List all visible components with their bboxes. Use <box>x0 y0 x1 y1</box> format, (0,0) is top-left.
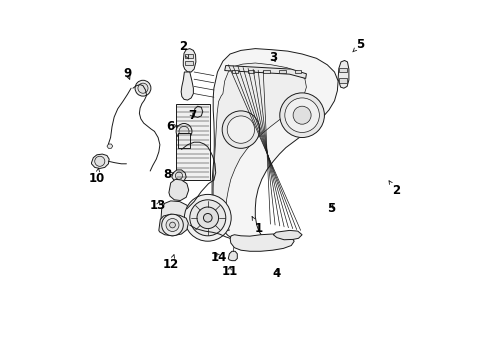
Polygon shape <box>212 49 337 242</box>
Polygon shape <box>273 230 302 240</box>
Bar <box>279 70 285 73</box>
Bar <box>339 68 346 72</box>
Circle shape <box>222 111 259 148</box>
Circle shape <box>292 106 310 124</box>
Text: 12: 12 <box>162 255 179 271</box>
Text: 1: 1 <box>251 217 263 235</box>
Text: 13: 13 <box>150 199 166 212</box>
Polygon shape <box>168 179 188 201</box>
Circle shape <box>189 200 225 236</box>
Text: 8: 8 <box>163 168 174 181</box>
Text: 5: 5 <box>352 39 363 52</box>
Circle shape <box>138 83 148 93</box>
Bar <box>176 104 210 180</box>
Text: 4: 4 <box>272 267 281 280</box>
Text: 2: 2 <box>179 40 188 59</box>
Polygon shape <box>228 251 237 261</box>
Text: 14: 14 <box>211 251 227 264</box>
Circle shape <box>166 219 179 231</box>
Circle shape <box>227 116 254 143</box>
Text: 11: 11 <box>221 265 237 278</box>
Circle shape <box>284 98 319 132</box>
Polygon shape <box>107 144 113 148</box>
Text: 7: 7 <box>188 109 196 122</box>
Polygon shape <box>183 49 196 72</box>
Bar <box>185 54 193 58</box>
Text: 10: 10 <box>89 168 105 185</box>
Polygon shape <box>161 201 189 226</box>
Bar <box>177 133 190 148</box>
Polygon shape <box>224 66 306 78</box>
Circle shape <box>176 123 192 139</box>
Bar <box>294 70 301 73</box>
Circle shape <box>162 214 183 236</box>
Circle shape <box>169 222 175 228</box>
Bar <box>263 70 269 73</box>
Circle shape <box>203 213 212 222</box>
Text: 9: 9 <box>123 67 131 80</box>
Bar <box>247 70 254 73</box>
Polygon shape <box>159 214 188 236</box>
Polygon shape <box>337 60 348 88</box>
Circle shape <box>175 172 182 179</box>
Bar <box>185 61 193 65</box>
Circle shape <box>179 126 189 136</box>
Circle shape <box>197 207 218 229</box>
Text: 5: 5 <box>326 202 334 215</box>
Polygon shape <box>230 234 294 251</box>
Bar <box>231 70 238 73</box>
Text: 3: 3 <box>269 51 277 64</box>
Text: 2: 2 <box>388 181 399 197</box>
Circle shape <box>279 93 324 138</box>
Circle shape <box>184 194 231 241</box>
Bar <box>339 78 346 83</box>
Polygon shape <box>194 106 203 117</box>
Polygon shape <box>91 154 109 168</box>
Circle shape <box>95 156 104 166</box>
Circle shape <box>135 80 151 96</box>
Polygon shape <box>181 72 193 100</box>
Polygon shape <box>213 63 306 231</box>
Polygon shape <box>171 170 186 182</box>
Text: 6: 6 <box>166 120 177 132</box>
